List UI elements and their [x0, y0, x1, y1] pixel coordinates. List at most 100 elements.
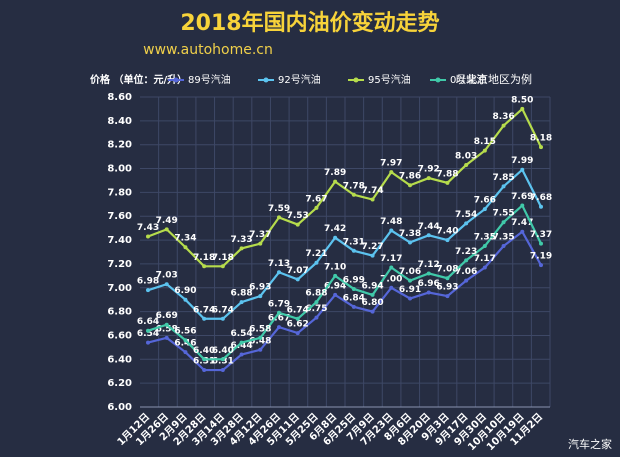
point [164, 227, 169, 232]
point [408, 183, 412, 188]
note: 以北京地区为例 [455, 72, 532, 86]
point [539, 145, 543, 150]
point [501, 220, 506, 225]
data-label: 6.74 [193, 305, 215, 315]
data-label: 7.54 [455, 210, 477, 220]
point [220, 368, 225, 373]
data-label: 7.06 [455, 267, 477, 277]
y-tick-label: 8.40 [107, 116, 132, 127]
point [164, 335, 169, 340]
data-label: 6.54 [230, 329, 252, 339]
point [539, 241, 543, 246]
point [314, 300, 319, 305]
data-label: 7.86 [399, 172, 421, 182]
data-label: 7.88 [436, 169, 458, 179]
point [408, 296, 412, 301]
y-tick-label: 7.60 [107, 211, 132, 222]
data-label: 7.43 [137, 223, 159, 233]
point [464, 258, 469, 263]
data-label: 7.13 [268, 259, 290, 269]
data-label: 6.31 [212, 357, 234, 367]
data-label: 7.12 [418, 260, 440, 270]
point [351, 192, 356, 197]
data-label: 7.08 [436, 265, 458, 275]
data-label: 6.80 [361, 298, 383, 308]
data-label: 7.23 [455, 247, 477, 257]
point [258, 335, 263, 340]
point [202, 264, 207, 269]
point [277, 325, 281, 330]
data-label: 7.85 [492, 173, 514, 183]
data-label: 6.40 [212, 346, 234, 356]
point [333, 273, 338, 278]
data-label: 8.18 [530, 134, 552, 144]
data-label: 6.56 [174, 327, 196, 337]
point [314, 205, 319, 210]
point [370, 309, 375, 314]
point [464, 162, 469, 167]
point [464, 278, 469, 283]
data-label: 7.06 [399, 267, 421, 277]
data-label: 7.10 [324, 262, 346, 272]
data-label: 7.99 [511, 156, 533, 166]
data-label: 7.18 [193, 253, 215, 263]
point [146, 288, 150, 293]
data-label: 7.21 [305, 249, 327, 259]
data-label: 6.62 [287, 320, 309, 330]
data-label: 7.67 [305, 194, 327, 204]
data-label: 7.00 [380, 274, 402, 284]
point [295, 316, 300, 321]
point [539, 263, 543, 268]
data-label: 6.69 [156, 311, 178, 321]
point [277, 310, 281, 315]
data-label: 7.18 [212, 253, 234, 263]
point [220, 316, 225, 321]
point [408, 240, 412, 245]
series-line [147, 107, 542, 268]
point [183, 338, 188, 343]
data-label: 7.59 [268, 204, 290, 214]
data-label: 8.50 [511, 95, 533, 105]
chart-title: 2018年国内油价变动走势 [180, 10, 439, 36]
point [314, 260, 319, 265]
point [426, 290, 431, 295]
data-label: 6.64 [137, 317, 159, 327]
data-label: 6.93 [436, 283, 458, 293]
data-label: 7.97 [380, 159, 402, 169]
data-label: 7.33 [230, 235, 252, 245]
data-label: 6.67 [268, 314, 290, 324]
point [520, 229, 525, 234]
point [408, 278, 412, 283]
y-tick-label: 6.80 [107, 307, 132, 318]
point [426, 271, 431, 276]
data-label: 6.31 [193, 357, 215, 367]
legend-marker [173, 77, 179, 83]
data-label: 6.98 [137, 277, 159, 287]
point [164, 322, 169, 327]
subtitle: www.autohome.cn [143, 42, 273, 58]
point [183, 297, 188, 302]
data-label: 7.17 [474, 254, 496, 264]
data-label: 7.35 [492, 233, 514, 243]
point [258, 347, 263, 352]
y-tick-label: 6.20 [107, 378, 132, 389]
point [277, 215, 281, 220]
point [295, 331, 300, 336]
data-label: 7.89 [324, 168, 346, 178]
data-label: 7.07 [287, 266, 309, 276]
data-label: 7.19 [530, 252, 552, 262]
data-label: 6.94 [324, 281, 346, 291]
series-line [147, 203, 542, 361]
data-label: 8.36 [492, 112, 514, 122]
point [520, 167, 525, 172]
data-label: 7.40 [436, 227, 458, 237]
point [277, 270, 281, 275]
legend-label: 92号汽油 [278, 73, 321, 86]
y-tick-label: 8.00 [107, 164, 132, 175]
data-label: 7.55 [492, 209, 514, 219]
point [389, 285, 394, 290]
point [389, 265, 394, 270]
point [258, 294, 263, 299]
